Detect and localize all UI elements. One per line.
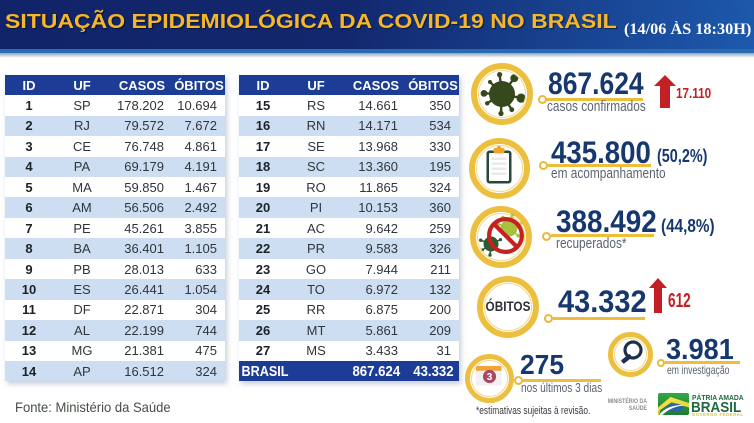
svg-text:3: 3 [487, 372, 493, 383]
